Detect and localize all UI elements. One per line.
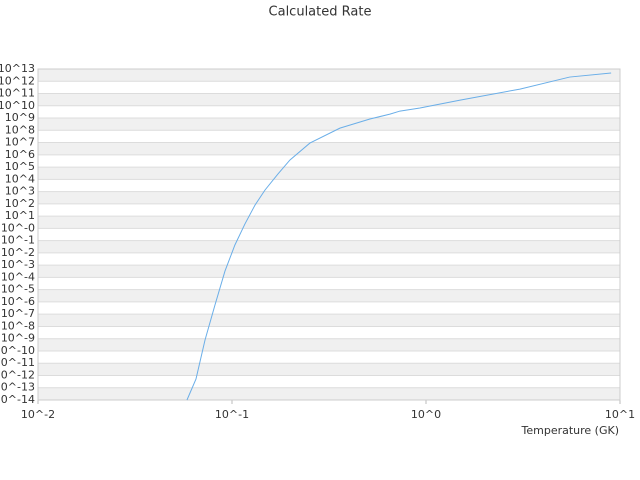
x-axis-label: Temperature (GK) [521,424,620,437]
y-tick-label: 10^-8 [1,319,35,332]
y-tick-label: 10^-5 [1,283,35,296]
y-tick-label: 10^9 [5,111,35,124]
data-line [186,72,612,401]
y-tick-label: 10^-7 [1,307,35,320]
grid-band [38,289,620,302]
y-tick-label: 10^-6 [1,295,35,308]
y-tick-label: 10^11 [0,87,35,100]
y-tick-label: 10^4 [5,172,35,185]
grid-band [38,93,620,106]
y-tick-label: 10^7 [5,136,35,149]
grid-band [38,69,620,82]
grid-band [38,216,620,229]
y-tick-label: 10^-12 [0,368,35,381]
grid-band [38,338,620,351]
chart-title: Calculated Rate [269,5,372,20]
y-tick-label: 10^1 [5,209,35,222]
y-tick-label: 10^-1 [1,234,35,247]
grid-band [38,167,620,180]
x-tick-label: 10^-2 [21,408,55,421]
grid-band [38,191,620,204]
y-tick-label: 10^-14 [0,393,35,406]
grid-band [38,363,620,376]
y-tick-label: 10^-13 [0,381,35,394]
x-tick-label: 10^0 [411,408,441,421]
grid-band [38,118,620,131]
y-tick-label: 10^10 [0,99,35,112]
grid-band [38,265,620,278]
grid-band [38,240,620,253]
y-tick-label: 10^5 [5,160,35,173]
x-tick-label: 10^-1 [215,408,249,421]
plot-frame [37,68,621,401]
grid-band [38,387,620,400]
y-tick-label: 10^13 [0,62,35,75]
y-tick-label: 10^-0 [1,221,35,234]
x-tick-label: 10^1 [605,408,635,421]
grid-band [38,142,620,155]
y-tick-label: 10^3 [5,185,35,198]
y-tick-label: 10^-4 [1,270,35,283]
y-tick-label: 10^12 [0,74,35,87]
y-tick-label: 10^8 [5,123,35,136]
y-tick-label: 10^-2 [1,246,35,259]
y-tick-label: 10^2 [5,197,35,210]
y-tick-label: 10^-3 [1,258,35,271]
y-tick-label: 10^-9 [1,332,35,345]
grid-band [38,314,620,327]
y-tick-label: 10^-11 [0,356,35,369]
y-tick-label: 10^-10 [0,344,35,357]
y-tick-label: 10^6 [5,148,35,161]
